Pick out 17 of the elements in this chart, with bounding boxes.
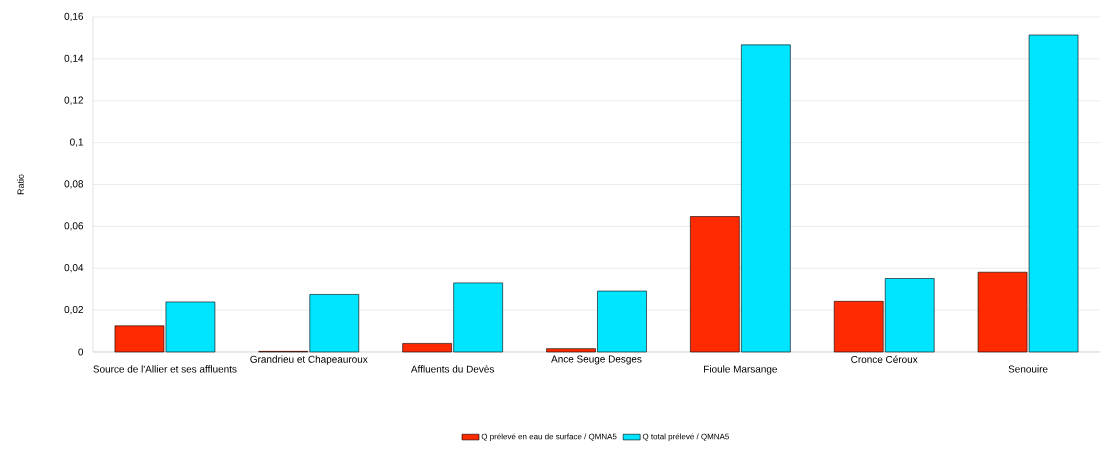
y-axis-title: Ratio: [17, 174, 24, 195]
y-tick-label: 0,16: [64, 12, 84, 22]
x-tick-label: Cronce Céroux: [851, 355, 918, 363]
x-tick-label: Senouire: [1008, 365, 1048, 373]
y-tick-label: 0,02: [64, 306, 83, 315]
x-tick-label: Grandrieu et Chapeauroux: [250, 355, 368, 365]
x-tick-label: Source de l'Allier et ses affluents: [93, 365, 237, 373]
y-tick-label: 0,12: [64, 96, 83, 105]
y-tick-label: 0,04: [64, 264, 84, 273]
y-tick-label: 0,08: [64, 180, 84, 189]
x-tick-label: Ance Seuge Desges: [551, 355, 642, 365]
x-tick-label: Fioule Marsange: [704, 365, 777, 375]
y-tick-label: 0,06: [64, 222, 84, 231]
y-tick-label: 0,14: [64, 54, 84, 63]
y-tick-label: 0: [78, 348, 84, 356]
x-tick-label: Affluents du Devès: [410, 365, 494, 373]
y-tick-label: 0,1: [70, 138, 84, 147]
